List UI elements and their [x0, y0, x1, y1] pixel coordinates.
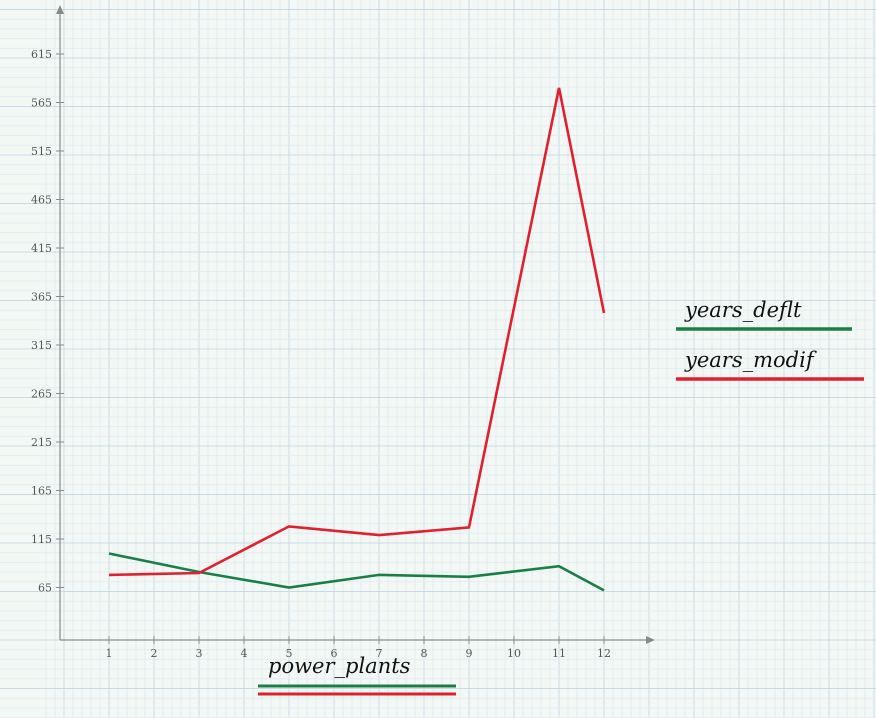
- x-axis-label-group: power_plants: [258, 654, 456, 696]
- y-tick-label: 615: [31, 48, 52, 61]
- x-tick-label: 10: [507, 647, 521, 660]
- y-tick-label: 515: [31, 145, 52, 158]
- series-lines: [108, 87, 606, 592]
- y-tick-label: 165: [31, 485, 52, 498]
- x-tick-label: 7: [376, 647, 383, 660]
- y-tick-label: 465: [31, 194, 52, 207]
- x-tick-label: 1: [106, 647, 113, 660]
- y-tick-label: 415: [31, 242, 52, 255]
- legend: years_deflt years_modif: [676, 298, 864, 381]
- x-tick-label: 5: [286, 647, 293, 660]
- series-line-years_modif: [108, 87, 606, 577]
- y-tick-label: 215: [31, 436, 52, 449]
- y-tick-label: 265: [31, 388, 52, 401]
- legend-label-years_deflt: years_deflt: [684, 298, 802, 322]
- x-axis-arrow: [646, 636, 655, 644]
- x-tick-label: 3: [196, 647, 203, 660]
- x-axis-label: power_plants: [268, 654, 411, 678]
- x-tick-label: 9: [466, 647, 473, 660]
- x-tick-label: 8: [421, 647, 428, 660]
- y-tick-label: 115: [31, 533, 52, 546]
- x-tick-label: 6: [331, 647, 338, 660]
- y-tick-label: 65: [38, 582, 52, 595]
- y-tick-label: 365: [31, 291, 52, 304]
- y-tick-label: 565: [31, 97, 52, 110]
- legend-label-years_modif: years_modif: [684, 348, 817, 372]
- y-tick-label: 315: [31, 339, 52, 352]
- x-tick-label: 4: [241, 647, 248, 660]
- x-tick-label: 12: [597, 647, 611, 660]
- x-tick-label: 2: [151, 647, 158, 660]
- y-axis-arrow: [56, 5, 64, 14]
- x-tick-label: 11: [552, 647, 566, 660]
